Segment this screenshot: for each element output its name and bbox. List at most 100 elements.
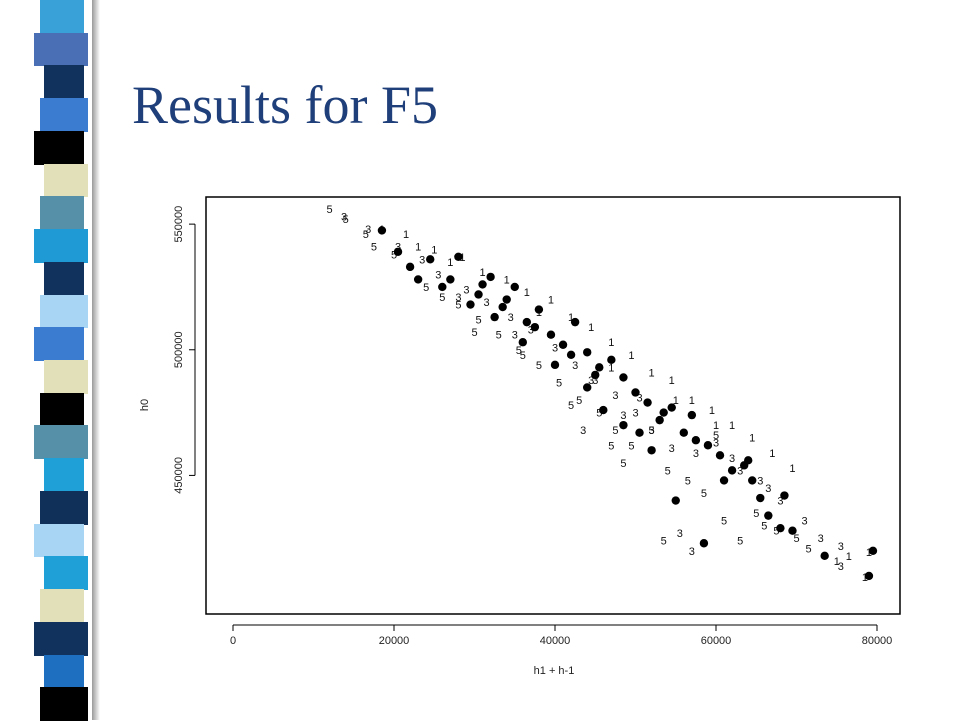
y-axis-label: h0 — [140, 399, 151, 411]
point-label-3: 3 — [757, 475, 763, 487]
point-label-5: 5 — [343, 214, 349, 226]
point-dot — [727, 466, 737, 475]
point-dot — [647, 446, 656, 455]
x-tick-label: 80000 — [862, 635, 893, 647]
x-axis-label: h1 + h-1 — [534, 665, 575, 677]
point-dot — [454, 252, 463, 261]
point-dot — [788, 526, 797, 535]
point-label-3: 3 — [592, 375, 598, 387]
point-dot — [599, 405, 608, 415]
stripe-segment — [34, 32, 88, 67]
point-dot — [691, 436, 701, 445]
stripe-segment — [40, 687, 88, 721]
point-label-1: 1 — [479, 267, 485, 279]
point-label-3: 3 — [455, 292, 461, 304]
point-label-5: 5 — [721, 516, 727, 528]
stripe-segment — [34, 327, 84, 361]
stripe-shadow — [92, 0, 100, 720]
point-label-1: 1 — [862, 572, 868, 584]
point-dot — [607, 355, 616, 365]
point-dot — [393, 247, 403, 256]
point-dot — [687, 410, 697, 420]
stripe-segment — [34, 523, 84, 558]
point-label-1: 1 — [789, 463, 795, 475]
point-dot — [474, 290, 483, 299]
point-label-5: 5 — [455, 300, 461, 312]
point-dot — [550, 360, 560, 370]
point-dot — [699, 539, 709, 548]
stripe-segment — [40, 392, 84, 427]
point-label-3: 3 — [636, 393, 642, 405]
point-label-3: 3 — [612, 390, 618, 402]
point-label-1: 1 — [568, 312, 574, 324]
x-tick-label: 40000 — [540, 635, 571, 647]
point-label-5: 5 — [568, 400, 574, 412]
point-label-5: 5 — [475, 315, 481, 327]
point-label-1: 1 — [628, 350, 634, 362]
point-dot — [667, 403, 676, 412]
point-label-1: 1 — [608, 362, 614, 374]
point-label-5: 5 — [753, 508, 759, 520]
point-label-3: 3 — [765, 483, 771, 495]
point-dot — [715, 451, 725, 460]
point-dot — [643, 398, 652, 407]
point-dot — [820, 551, 829, 561]
y-tick-label: 450000 — [173, 457, 185, 494]
point-label-3: 3 — [632, 408, 638, 420]
point-dot — [703, 441, 713, 450]
slide-title: Results for F5 — [132, 75, 439, 135]
point-label-3: 3 — [801, 516, 807, 528]
point-label-5: 5 — [649, 425, 655, 437]
point-dot — [635, 428, 644, 437]
point-label-3: 3 — [729, 453, 735, 465]
point-dot — [679, 428, 688, 437]
point-label-3: 3 — [669, 443, 675, 455]
stripe-segment — [44, 458, 84, 492]
stripe-segment — [40, 0, 84, 34]
point-dot — [570, 317, 580, 327]
point-label-3: 3 — [818, 533, 824, 545]
point-dot — [478, 280, 487, 289]
point-label-5: 5 — [620, 458, 626, 470]
point-dot — [426, 255, 435, 264]
point-dot — [446, 275, 455, 284]
point-dot — [744, 456, 753, 465]
stripe-segment — [44, 556, 88, 591]
point-label-1: 1 — [846, 551, 852, 563]
point-label-3: 3 — [365, 224, 371, 236]
point-label-5: 5 — [737, 536, 743, 548]
point-dot — [583, 383, 592, 392]
point-dot — [530, 322, 540, 332]
point-label-1: 1 — [866, 547, 872, 559]
point-dot — [595, 363, 604, 372]
x-tick-label: 0 — [230, 635, 236, 647]
point-label-3: 3 — [649, 425, 655, 437]
point-dot — [619, 420, 628, 430]
point-dot — [498, 302, 507, 312]
point-label-3: 3 — [508, 312, 514, 324]
point-label-1: 1 — [749, 433, 755, 445]
y-tick-label: 550000 — [173, 206, 185, 243]
point-dot — [405, 262, 415, 272]
point-dot — [534, 305, 544, 314]
scatter-chart: 1111111111111111111111111111113333333333… — [140, 196, 901, 677]
point-label-5: 5 — [806, 543, 812, 555]
point-label-5: 5 — [371, 242, 377, 254]
point-label-3: 3 — [588, 375, 594, 387]
point-dot — [546, 330, 556, 339]
point-label-5: 5 — [596, 408, 602, 420]
point-label-5: 5 — [612, 425, 618, 437]
point-label-3: 3 — [620, 410, 626, 422]
point-label-5: 5 — [761, 521, 767, 533]
point-label-5: 5 — [608, 440, 614, 452]
point-dot — [518, 338, 527, 347]
point-label-1: 1 — [713, 420, 719, 432]
point-label-5: 5 — [516, 345, 522, 357]
stripe-segment — [44, 360, 88, 394]
stripe-segment — [34, 621, 88, 656]
point-label-1: 1 — [729, 420, 735, 432]
point-label-3: 3 — [713, 438, 719, 450]
point-label-1: 1 — [504, 274, 510, 286]
point-dot — [486, 272, 495, 282]
stripe-segment — [44, 261, 84, 296]
